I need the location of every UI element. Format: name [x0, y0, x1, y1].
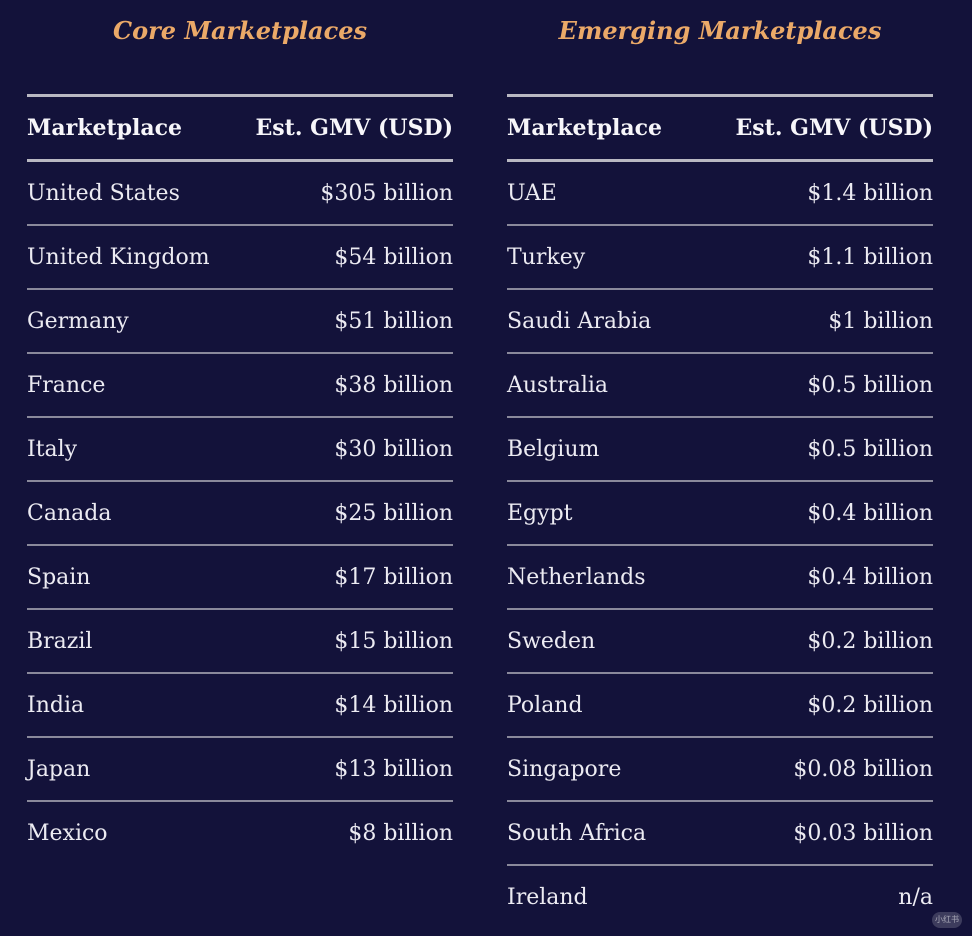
table-row: United Kingdom $54 billion — [27, 225, 453, 290]
marketplace-name: United States — [27, 160, 232, 226]
gmv-value: $25 billion — [231, 481, 453, 546]
gmv-value: $0.03 billion — [694, 801, 933, 866]
emerging-marketplaces-panel: Emerging Marketplaces Marketplace Est. G… — [507, 0, 933, 928]
gmv-value: $0.08 billion — [694, 737, 933, 802]
table-row: Turkey $1.1 billion — [507, 225, 933, 290]
table-row: Italy $30 billion — [27, 417, 453, 482]
table-row: Germany $51 billion — [27, 289, 453, 354]
table-row: Ireland n/a — [507, 865, 933, 928]
table-row: UAE $1.4 billion — [507, 160, 933, 226]
gmv-value: $0.5 billion — [694, 353, 933, 418]
marketplace-name: Turkey — [507, 225, 695, 290]
marketplace-name: Singapore — [507, 737, 695, 802]
gmv-value: $0.2 billion — [694, 673, 933, 738]
marketplace-name: Poland — [507, 673, 695, 738]
marketplace-name: Germany — [27, 289, 232, 354]
table-row: Sweden $0.2 billion — [507, 609, 933, 674]
marketplace-name: Canada — [27, 481, 232, 546]
gmv-column-header: Est. GMV (USD) — [694, 95, 933, 162]
gmv-value: $15 billion — [231, 609, 453, 674]
gmv-value: $1.1 billion — [694, 225, 933, 290]
marketplace-name: Italy — [27, 417, 232, 482]
gmv-value: $0.2 billion — [694, 609, 933, 674]
gmv-value: $8 billion — [348, 820, 453, 846]
gmv-value: $0.4 billion — [694, 545, 933, 610]
table-row: India $14 billion — [27, 673, 453, 738]
gmv-value: $14 billion — [231, 673, 453, 738]
marketplace-name: India — [27, 673, 232, 738]
marketplace-name: Ireland — [507, 884, 588, 910]
table-row: Japan $13 billion — [27, 737, 453, 802]
gmv-value: n/a — [898, 884, 933, 910]
table-row: United States $305 billion — [27, 160, 453, 226]
table-header-row: Marketplace Est. GMV (USD) — [507, 95, 933, 162]
marketplace-name: France — [27, 353, 232, 418]
table-row: Canada $25 billion — [27, 481, 453, 546]
marketplace-name: South Africa — [507, 801, 695, 866]
gmv-value: $30 billion — [231, 417, 453, 482]
gmv-value: $305 billion — [231, 160, 453, 226]
core-marketplaces-table: Marketplace Est. GMV (USD) United States… — [27, 94, 453, 864]
gmv-value: $1.4 billion — [694, 160, 933, 226]
marketplace-name: Belgium — [507, 417, 695, 482]
gmv-value: $38 billion — [231, 353, 453, 418]
core-marketplaces-title: Core Marketplaces — [113, 16, 367, 45]
marketplace-name: Spain — [27, 545, 232, 610]
marketplace-name: Brazil — [27, 609, 232, 674]
marketplace-name: Netherlands — [507, 545, 695, 610]
table-header-row: Marketplace Est. GMV (USD) — [27, 95, 453, 162]
marketplace-name: United Kingdom — [27, 225, 232, 290]
table-row: Spain $17 billion — [27, 545, 453, 610]
emerging-table-body: UAE $1.4 billion Turkey $1.1 billion Saudi A… — [507, 160, 933, 929]
table-row: Egypt $0.4 billion — [507, 481, 933, 546]
marketplace-column-header: Marketplace — [507, 95, 695, 162]
table-row: Australia $0.5 billion — [507, 353, 933, 418]
core-marketplaces-panel: Core Marketplaces Marketplace Est. GMV (… — [27, 0, 453, 864]
table-row: Netherlands $0.4 billion — [507, 545, 933, 610]
marketplace-name: Australia — [507, 353, 695, 418]
table-row: Poland $0.2 billion — [507, 673, 933, 738]
marketplace-name: Mexico — [27, 820, 108, 846]
marketplace-name: Japan — [27, 737, 232, 802]
gmv-value: $17 billion — [231, 545, 453, 610]
gmv-value: $0.4 billion — [694, 481, 933, 546]
gmv-value: $54 billion — [231, 225, 453, 290]
gmv-value: $0.5 billion — [694, 417, 933, 482]
marketplace-name: Egypt — [507, 481, 695, 546]
gmv-column-header: Est. GMV (USD) — [231, 95, 453, 162]
table-row: Saudi Arabia $1 billion — [507, 289, 933, 354]
core-table-body: United States $305 billion United Kingdom $… — [27, 160, 453, 865]
marketplace-name: Sweden — [507, 609, 695, 674]
table-row: South Africa $0.03 billion — [507, 801, 933, 866]
marketplace-name: Saudi Arabia — [507, 289, 695, 354]
table-row: Belgium $0.5 billion — [507, 417, 933, 482]
watermark-logo: 小红书 — [932, 912, 962, 928]
gmv-value: $51 billion — [231, 289, 453, 354]
gmv-value: $13 billion — [231, 737, 453, 802]
emerging-marketplaces-title: Emerging Marketplaces — [558, 16, 882, 45]
table-row: Brazil $15 billion — [27, 609, 453, 674]
gmv-value: $1 billion — [694, 289, 933, 354]
emerging-marketplaces-table: Marketplace Est. GMV (USD) UAE $1.4 billi… — [507, 94, 933, 928]
table-row: Singapore $0.08 billion — [507, 737, 933, 802]
table-row: Mexico $8 billion — [27, 801, 453, 864]
marketplace-column-header: Marketplace — [27, 95, 232, 162]
table-row: France $38 billion — [27, 353, 453, 418]
marketplace-name: UAE — [507, 160, 695, 226]
